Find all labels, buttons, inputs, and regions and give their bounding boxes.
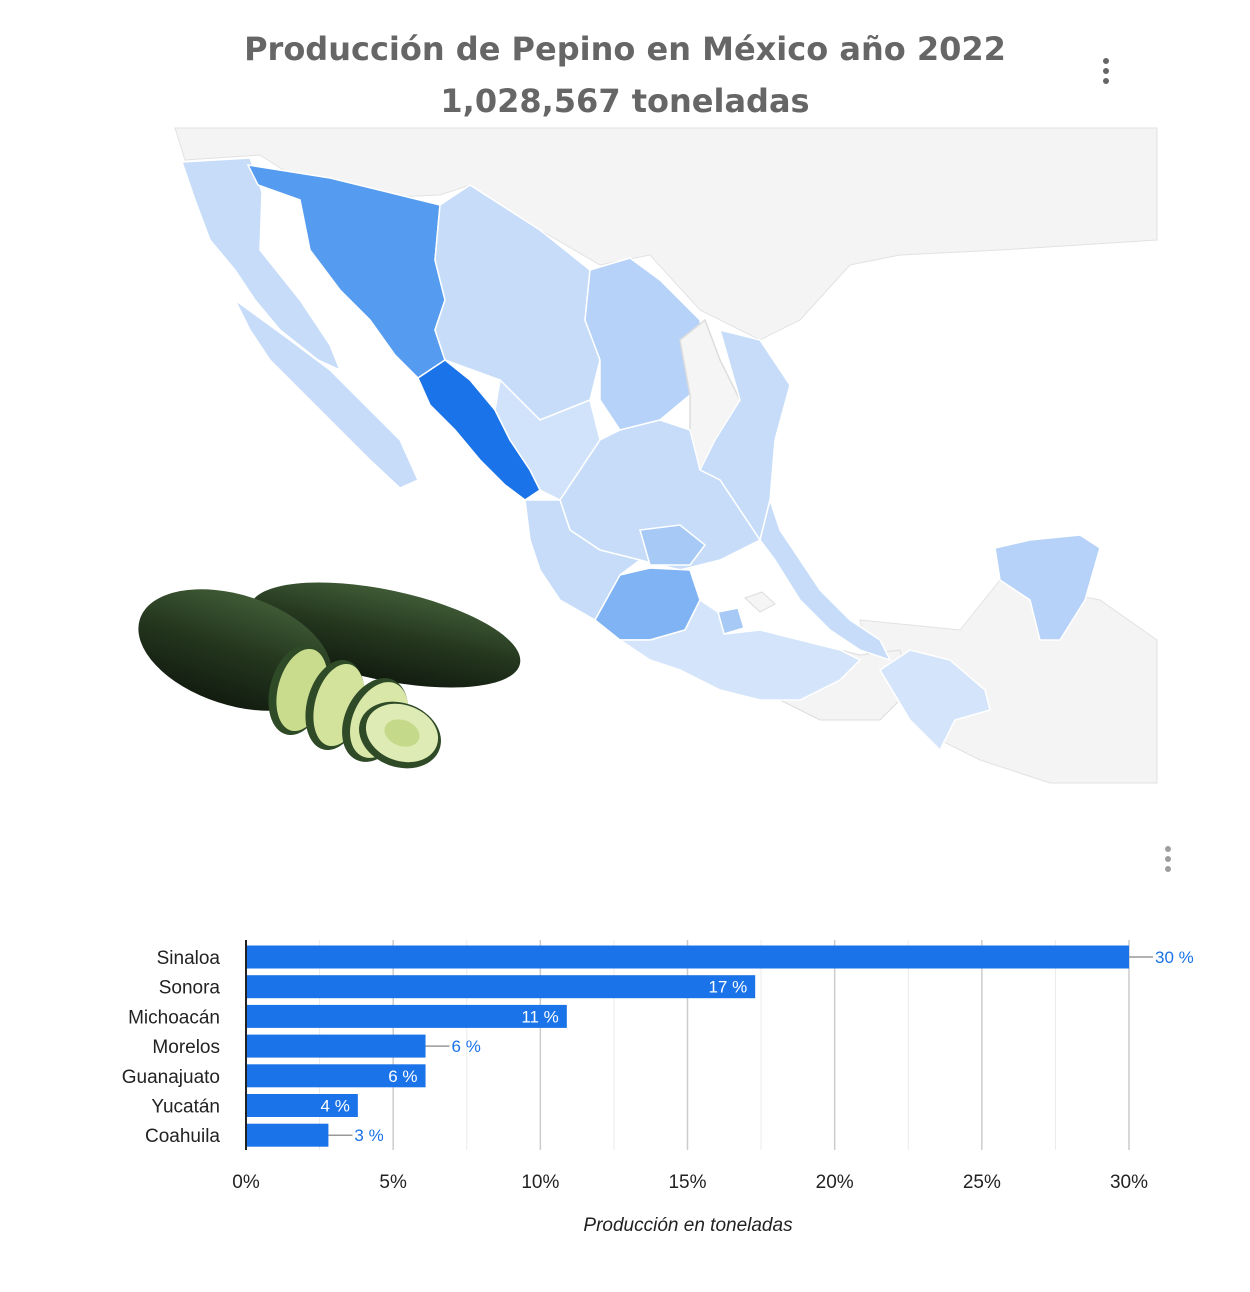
bar — [246, 945, 1129, 969]
state-guerrero-oaxaca — [617, 598, 862, 701]
data-label: 6 % — [388, 1067, 417, 1086]
x-tick-label: 5% — [379, 1172, 407, 1193]
x-tick-label: 20% — [816, 1172, 854, 1193]
usa-land — [174, 127, 1158, 341]
state-coahuila — [584, 257, 706, 431]
map-menu-icon[interactable] — [1101, 58, 1111, 84]
category-label: Michoacán — [128, 1007, 220, 1028]
bar — [246, 1094, 358, 1117]
state-veracruz — [759, 497, 892, 662]
data-label: 17 % — [708, 978, 747, 997]
state-guanajuato — [639, 524, 707, 566]
bar — [246, 975, 756, 999]
cucumber-image — [138, 582, 521, 769]
category-label: Yucatán — [151, 1097, 220, 1118]
x-tick-label: 30% — [1110, 1172, 1148, 1193]
state-chiapas — [878, 649, 991, 752]
bar — [246, 1064, 426, 1088]
x-axis-title: Producción en toneladas — [583, 1215, 793, 1236]
x-tick-label: 15% — [668, 1172, 706, 1193]
data-label: 6 % — [452, 1037, 481, 1056]
chart-title: Producción de Pepino en México año 2022 — [244, 30, 1006, 68]
state-baja-california — [180, 157, 342, 372]
chart-menu-icon[interactable] — [1163, 846, 1173, 872]
x-tick-label: 0% — [232, 1172, 260, 1193]
state-yucatan-peninsula — [994, 534, 1101, 641]
data-label: 30 % — [1155, 948, 1194, 967]
state-cdmx-region — [744, 591, 776, 613]
bar — [246, 1034, 426, 1058]
state-baja-california-sur — [234, 299, 419, 489]
mexico-map — [174, 127, 1158, 784]
data-label: 11 % — [521, 1007, 559, 1026]
x-tick-label: 25% — [963, 1172, 1001, 1193]
data-label: 3 % — [354, 1126, 383, 1145]
x-tick-label: 10% — [521, 1172, 559, 1193]
category-label: Coahuila — [145, 1126, 220, 1147]
category-label: Guanajuato — [122, 1067, 220, 1088]
bar — [246, 1123, 329, 1147]
data-label: 4 % — [321, 1097, 350, 1116]
category-label: Morelos — [152, 1037, 220, 1058]
chart-subtitle: 1,028,567 toneladas — [440, 82, 810, 120]
category-label: Sinaloa — [157, 948, 221, 969]
category-label: Sonora — [159, 978, 221, 999]
bar — [246, 1004, 567, 1028]
